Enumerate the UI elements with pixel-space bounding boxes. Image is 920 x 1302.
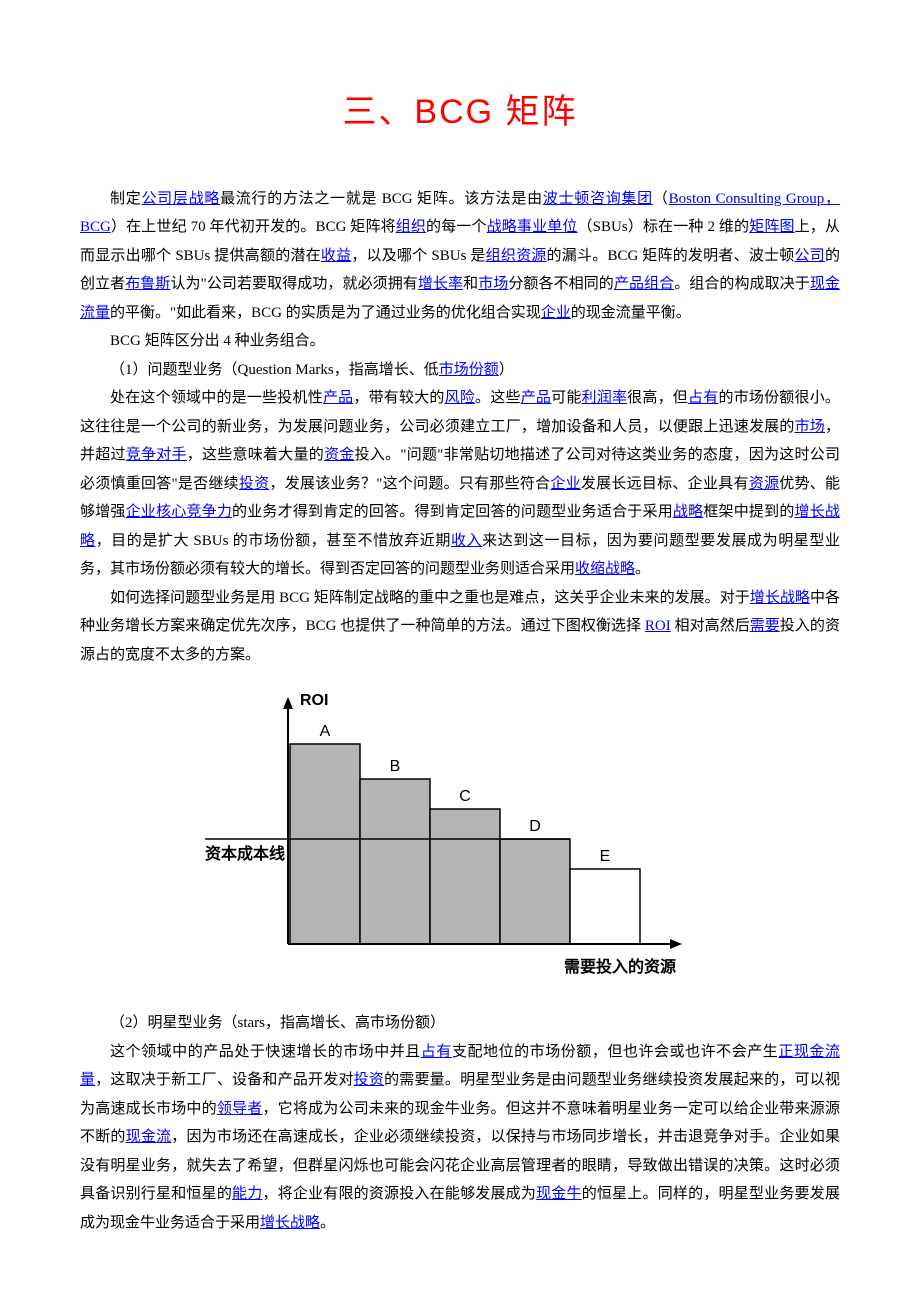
svg-text:资本成本线: 资本成本线 <box>205 844 285 863</box>
text: 。组合的构成取决于 <box>674 276 810 292</box>
link-resource[interactable]: 资源 <box>749 476 780 492</box>
roi-chart-svg: A B C D E 资本成本线 ROI 需要投入的资源 <box>200 679 720 999</box>
text: ，这些意味着大量的 <box>187 447 324 463</box>
svg-text:B: B <box>390 758 401 775</box>
link-invest[interactable]: 投资 <box>239 476 270 492</box>
paragraph-stars-body: 这个领域中的产品处于快速增长的市场中并且占有支配地位的市场份额，但也许会或也许不… <box>80 1038 840 1238</box>
text: 认为"公司若要取得成功，就必须拥有 <box>170 276 417 292</box>
link-organization[interactable]: 组织 <box>396 219 426 235</box>
text: ，目的是扩大 SBUs 的市场份额，甚至不惜放弃近期 <box>96 533 451 549</box>
link-profit-rate[interactable]: 利润率 <box>582 390 628 406</box>
link-growth-rate[interactable]: 增长率 <box>418 276 463 292</box>
svg-text:需要投入的资源: 需要投入的资源 <box>564 957 676 976</box>
text: ，发展该业务？"这个问题。只有那些符合 <box>269 476 550 492</box>
text: 的平衡。"如此看来，BCG 的实质是为了通过业务的优化组合实现 <box>110 305 541 321</box>
text: 的每一个 <box>426 219 487 235</box>
text: 可能 <box>551 390 581 406</box>
link-enterprise-2[interactable]: 企业 <box>550 476 581 492</box>
link-bruce[interactable]: 布鲁斯 <box>125 276 170 292</box>
link-org-resource[interactable]: 组织资源 <box>486 248 547 264</box>
link-bcg-cn[interactable]: 波士顿咨询集团 <box>543 191 653 207</box>
link-income[interactable]: 收入 <box>451 533 482 549</box>
text: ） <box>499 362 514 378</box>
roi-chart: A B C D E 资本成本线 ROI 需要投入的资源 <box>200 679 720 999</box>
text: 的业务才得到肯定的回答。得到肯定回答的问题型业务适合于采用 <box>232 504 673 520</box>
paragraph-q-heading: （1）问题型业务（Question Marks，指高增长、低市场份额） <box>80 356 840 385</box>
link-occupy[interactable]: 占有 <box>688 390 718 406</box>
link-market-2[interactable]: 市场 <box>795 419 825 435</box>
text: ，以及哪个 SBUs 是 <box>351 248 485 264</box>
text: 这个领域中的产品处于快速增长的市场中并且 <box>110 1044 421 1060</box>
text: ，带有较大的 <box>353 390 444 406</box>
text: 发展长远目标、企业具有 <box>581 476 749 492</box>
text: （ <box>653 191 669 207</box>
text: 。 <box>635 561 650 577</box>
text: 支配地位的市场份额，但也许会或也许不会产生 <box>452 1044 778 1060</box>
text: （1）问题型业务（Question Marks，指高增长、低 <box>110 362 439 378</box>
link-roi[interactable]: ROI <box>645 618 671 634</box>
link-leader[interactable]: 领导者 <box>217 1101 263 1117</box>
document-page: 三、BCG 矩阵 制定公司层战略最流行的方法之一就是 BCG 矩阵。该方法是由波… <box>0 0 920 1277</box>
text: 最流行的方法之一就是 BCG 矩阵。该方法是由 <box>220 191 543 207</box>
text: ，这取决于新工厂、设备和产品开发对 <box>95 1072 353 1088</box>
page-title: 三、BCG 矩阵 <box>80 80 840 145</box>
link-enterprise[interactable]: 企业 <box>541 305 571 321</box>
text: 相对高然后 <box>671 618 750 634</box>
text: 制定 <box>110 191 141 207</box>
link-product[interactable]: 产品 <box>323 390 353 406</box>
svg-text:E: E <box>600 848 611 865</box>
link-strategy[interactable]: 战略 <box>673 504 703 520</box>
link-sbu[interactable]: 战略事业单位 <box>487 219 578 235</box>
link-cash-cow[interactable]: 现金牛 <box>536 1186 582 1202</box>
link-corporate-strategy[interactable]: 公司层战略 <box>141 191 220 207</box>
text: 很高，但 <box>627 390 688 406</box>
text: 的现金流量平衡。 <box>571 305 691 321</box>
link-need[interactable]: 需要 <box>750 618 780 634</box>
link-retrench-strategy[interactable]: 收缩战略 <box>575 561 635 577</box>
text: 。 <box>320 1215 335 1231</box>
text: 分额各不相同的 <box>508 276 614 292</box>
link-market-share[interactable]: 市场份额 <box>439 362 499 378</box>
link-product-2[interactable]: 产品 <box>521 390 551 406</box>
text: 如何选择问题型业务是用 BCG 矩阵制定战略的重中之重也是难点，这关乎企业未来的… <box>110 590 750 606</box>
paragraph-q-body: 处在这个领域中的是一些投机性产品，带有较大的风险。这些产品可能利润率很高，但占有… <box>80 384 840 584</box>
svg-text:D: D <box>529 818 541 835</box>
svg-text:ROI: ROI <box>300 692 328 709</box>
text: 和 <box>463 276 478 292</box>
link-market[interactable]: 市场 <box>478 276 508 292</box>
link-growth-strategy-3[interactable]: 增长战略 <box>260 1215 320 1231</box>
link-cashflow-2[interactable]: 现金流 <box>126 1129 172 1145</box>
paragraph-four-types: BCG 矩阵区分出 4 种业务组合。 <box>80 327 840 356</box>
link-product-mix[interactable]: 产品组合 <box>614 276 674 292</box>
link-company[interactable]: 公司 <box>795 248 825 264</box>
link-competitor[interactable]: 竞争对手 <box>126 447 187 463</box>
text: ，将企业有限的资源投入在能够发展成为 <box>262 1186 536 1202</box>
link-capital[interactable]: 资金 <box>324 447 355 463</box>
paragraph-stars-heading: （2）明星型业务（stars，指高增长、高市场份额） <box>80 1009 840 1038</box>
link-risk[interactable]: 风险 <box>445 390 475 406</box>
svg-text:A: A <box>320 723 331 740</box>
paragraph-intro: 制定公司层战略最流行的方法之一就是 BCG 矩阵。该方法是由波士顿咨询集团（Bo… <box>80 185 840 328</box>
text: ）在上世纪 70 年代初开发的。BCG 矩阵将 <box>111 219 396 235</box>
paragraph-roi-intro: 如何选择问题型业务是用 BCG 矩阵制定战略的重中之重也是难点，这关乎企业未来的… <box>80 584 840 670</box>
link-ability[interactable]: 能力 <box>232 1186 262 1202</box>
link-growth-strategy-2[interactable]: 增长战略 <box>750 590 810 606</box>
link-occupy-2[interactable]: 占有 <box>421 1044 452 1060</box>
svg-text:C: C <box>459 788 471 805</box>
text: （SBUs）标在一种 2 维的 <box>578 219 750 235</box>
text: 。这些 <box>475 390 521 406</box>
text: 框架中提到的 <box>703 504 794 520</box>
text: 处在这个领域中的是一些投机性 <box>110 390 323 406</box>
link-revenue[interactable]: 收益 <box>321 248 351 264</box>
link-invest-2[interactable]: 投资 <box>354 1072 384 1088</box>
link-core-competence[interactable]: 企业核心竞争力 <box>126 504 232 520</box>
link-matrix-chart[interactable]: 矩阵图 <box>749 219 794 235</box>
text: 的漏斗。BCG 矩阵的发明者、波士顿 <box>547 248 795 264</box>
